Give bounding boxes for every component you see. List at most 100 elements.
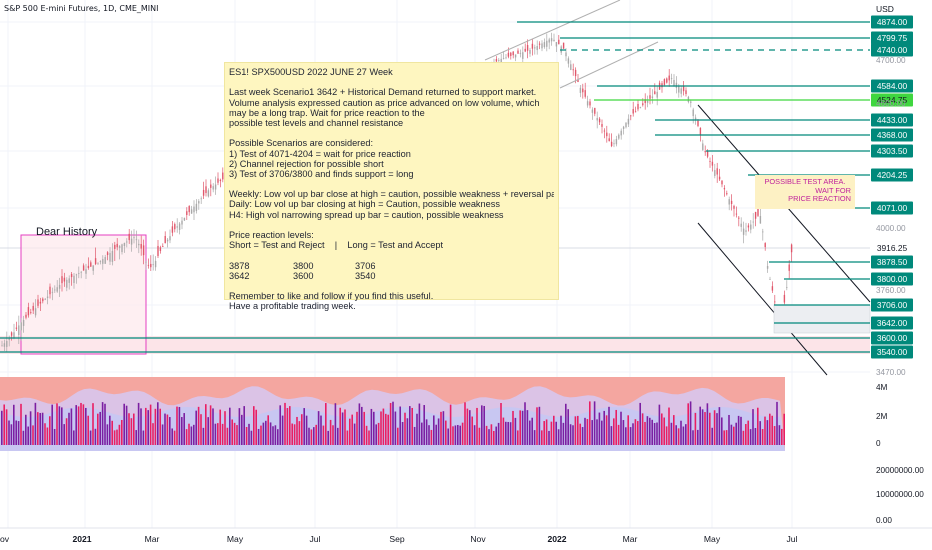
candle-body bbox=[711, 161, 714, 166]
candle-body bbox=[63, 277, 66, 282]
symbol-title[interactable]: S&P 500 E-mini Futures, 1D, CME_MINI bbox=[4, 4, 159, 13]
candle-body bbox=[574, 69, 577, 77]
indicator-axis-tick: 10000000.00 bbox=[876, 490, 924, 499]
volume-bar bbox=[385, 413, 387, 445]
volume-bar bbox=[605, 415, 608, 445]
volume-bar bbox=[212, 408, 214, 445]
analysis-note: ES1! SPX500USD 2022 JUNE 27 Week Last we… bbox=[224, 62, 559, 311]
note-intro-line: Volume analysis expressed caution as pri… bbox=[229, 97, 540, 108]
volume-bar bbox=[742, 430, 745, 445]
x-axis-tick: 2021 bbox=[72, 534, 91, 544]
candle-body bbox=[762, 231, 764, 233]
candle-body bbox=[147, 264, 150, 266]
candle-body bbox=[524, 48, 526, 52]
volume-bar bbox=[97, 413, 99, 445]
volume-bar bbox=[34, 402, 37, 445]
volume-bar bbox=[466, 408, 469, 445]
candle-body bbox=[94, 258, 97, 265]
candle-body bbox=[716, 168, 718, 175]
volume-bar bbox=[536, 407, 538, 445]
volume-bar bbox=[608, 406, 610, 445]
price-level-value: 4303.50 bbox=[877, 146, 908, 156]
volume-bar bbox=[713, 410, 716, 445]
volume-note: Weekly: Low vol up bar close at high = c… bbox=[229, 189, 554, 200]
candle-body bbox=[68, 278, 70, 283]
volume-bar bbox=[68, 412, 70, 445]
volume-bar bbox=[111, 420, 113, 445]
x-axis-tick: Jul bbox=[787, 534, 798, 544]
volume-bar bbox=[277, 429, 279, 445]
volume-bar bbox=[673, 415, 675, 445]
volume-bar bbox=[106, 424, 109, 445]
volume-bar bbox=[687, 403, 689, 445]
candle-body bbox=[567, 58, 570, 64]
candle-body bbox=[783, 294, 786, 303]
volume-bar bbox=[392, 401, 394, 445]
volume-bar bbox=[524, 402, 526, 445]
price-level-value: 4740.00 bbox=[877, 45, 908, 55]
volume-bar bbox=[245, 426, 248, 445]
volume-bar bbox=[685, 424, 687, 445]
candle-body bbox=[140, 243, 142, 249]
volume-bar bbox=[397, 427, 399, 445]
candle-body bbox=[46, 296, 49, 298]
volume-bar bbox=[589, 401, 591, 445]
volume-bar bbox=[514, 417, 517, 445]
candle-body bbox=[721, 180, 723, 185]
test-area-line: WAIT FOR bbox=[815, 185, 851, 195]
volume-bar bbox=[58, 406, 61, 445]
candle-body bbox=[128, 233, 130, 241]
price-level-value: 3600.00 bbox=[877, 333, 908, 343]
volume-bar bbox=[526, 410, 529, 445]
volume-bar bbox=[721, 417, 723, 445]
y-axis-tick: 4700.00 bbox=[876, 56, 906, 65]
price-level-value: 3916.25 bbox=[877, 243, 908, 253]
volume-axis-tick: 0 bbox=[876, 439, 881, 448]
candle-body bbox=[73, 275, 75, 284]
price-level-value: 4799.75 bbox=[877, 33, 908, 43]
volume-bar bbox=[351, 414, 353, 445]
volume-bar bbox=[493, 430, 495, 445]
volume-bar bbox=[733, 426, 735, 445]
price-level-tag bbox=[871, 331, 913, 345]
volume-bar bbox=[697, 429, 699, 445]
volume-bar bbox=[231, 419, 233, 445]
volume-bar bbox=[344, 409, 346, 445]
volume-bar bbox=[689, 401, 692, 445]
volume-bar bbox=[473, 425, 476, 445]
volume-bar bbox=[649, 417, 651, 445]
candle-body bbox=[133, 237, 135, 239]
candle-body bbox=[195, 203, 198, 211]
candle-body bbox=[80, 271, 82, 273]
price-level-tag bbox=[871, 128, 913, 142]
volume-bar bbox=[603, 410, 605, 445]
volume-bar bbox=[509, 422, 512, 445]
volume-bar bbox=[209, 405, 212, 445]
volume-bar bbox=[740, 416, 742, 445]
candle-body bbox=[625, 122, 627, 128]
price-level-value: 4368.00 bbox=[877, 130, 908, 140]
volume-bar bbox=[113, 430, 116, 445]
candle-body bbox=[202, 189, 205, 196]
candle-body bbox=[558, 39, 560, 45]
volume-bar bbox=[267, 415, 269, 445]
candle-body bbox=[526, 45, 529, 51]
volume-bar bbox=[53, 428, 56, 445]
candle-body bbox=[61, 276, 63, 284]
volume-bar bbox=[553, 415, 555, 445]
volume-bar bbox=[632, 423, 634, 445]
level-value: 3600 bbox=[293, 270, 314, 281]
candle-body bbox=[742, 228, 745, 235]
candle-body bbox=[169, 236, 171, 241]
volume-bar bbox=[617, 424, 620, 445]
volume-bar bbox=[353, 423, 356, 445]
candle-body bbox=[10, 332, 13, 336]
candle-body bbox=[214, 184, 217, 190]
volume-bar bbox=[656, 422, 658, 445]
volume-bar bbox=[413, 426, 416, 445]
volume-bar bbox=[625, 427, 627, 445]
volume-bar bbox=[32, 425, 34, 445]
volume-bar bbox=[749, 429, 752, 445]
volume-bar bbox=[769, 413, 771, 445]
volume-bar bbox=[593, 401, 596, 445]
